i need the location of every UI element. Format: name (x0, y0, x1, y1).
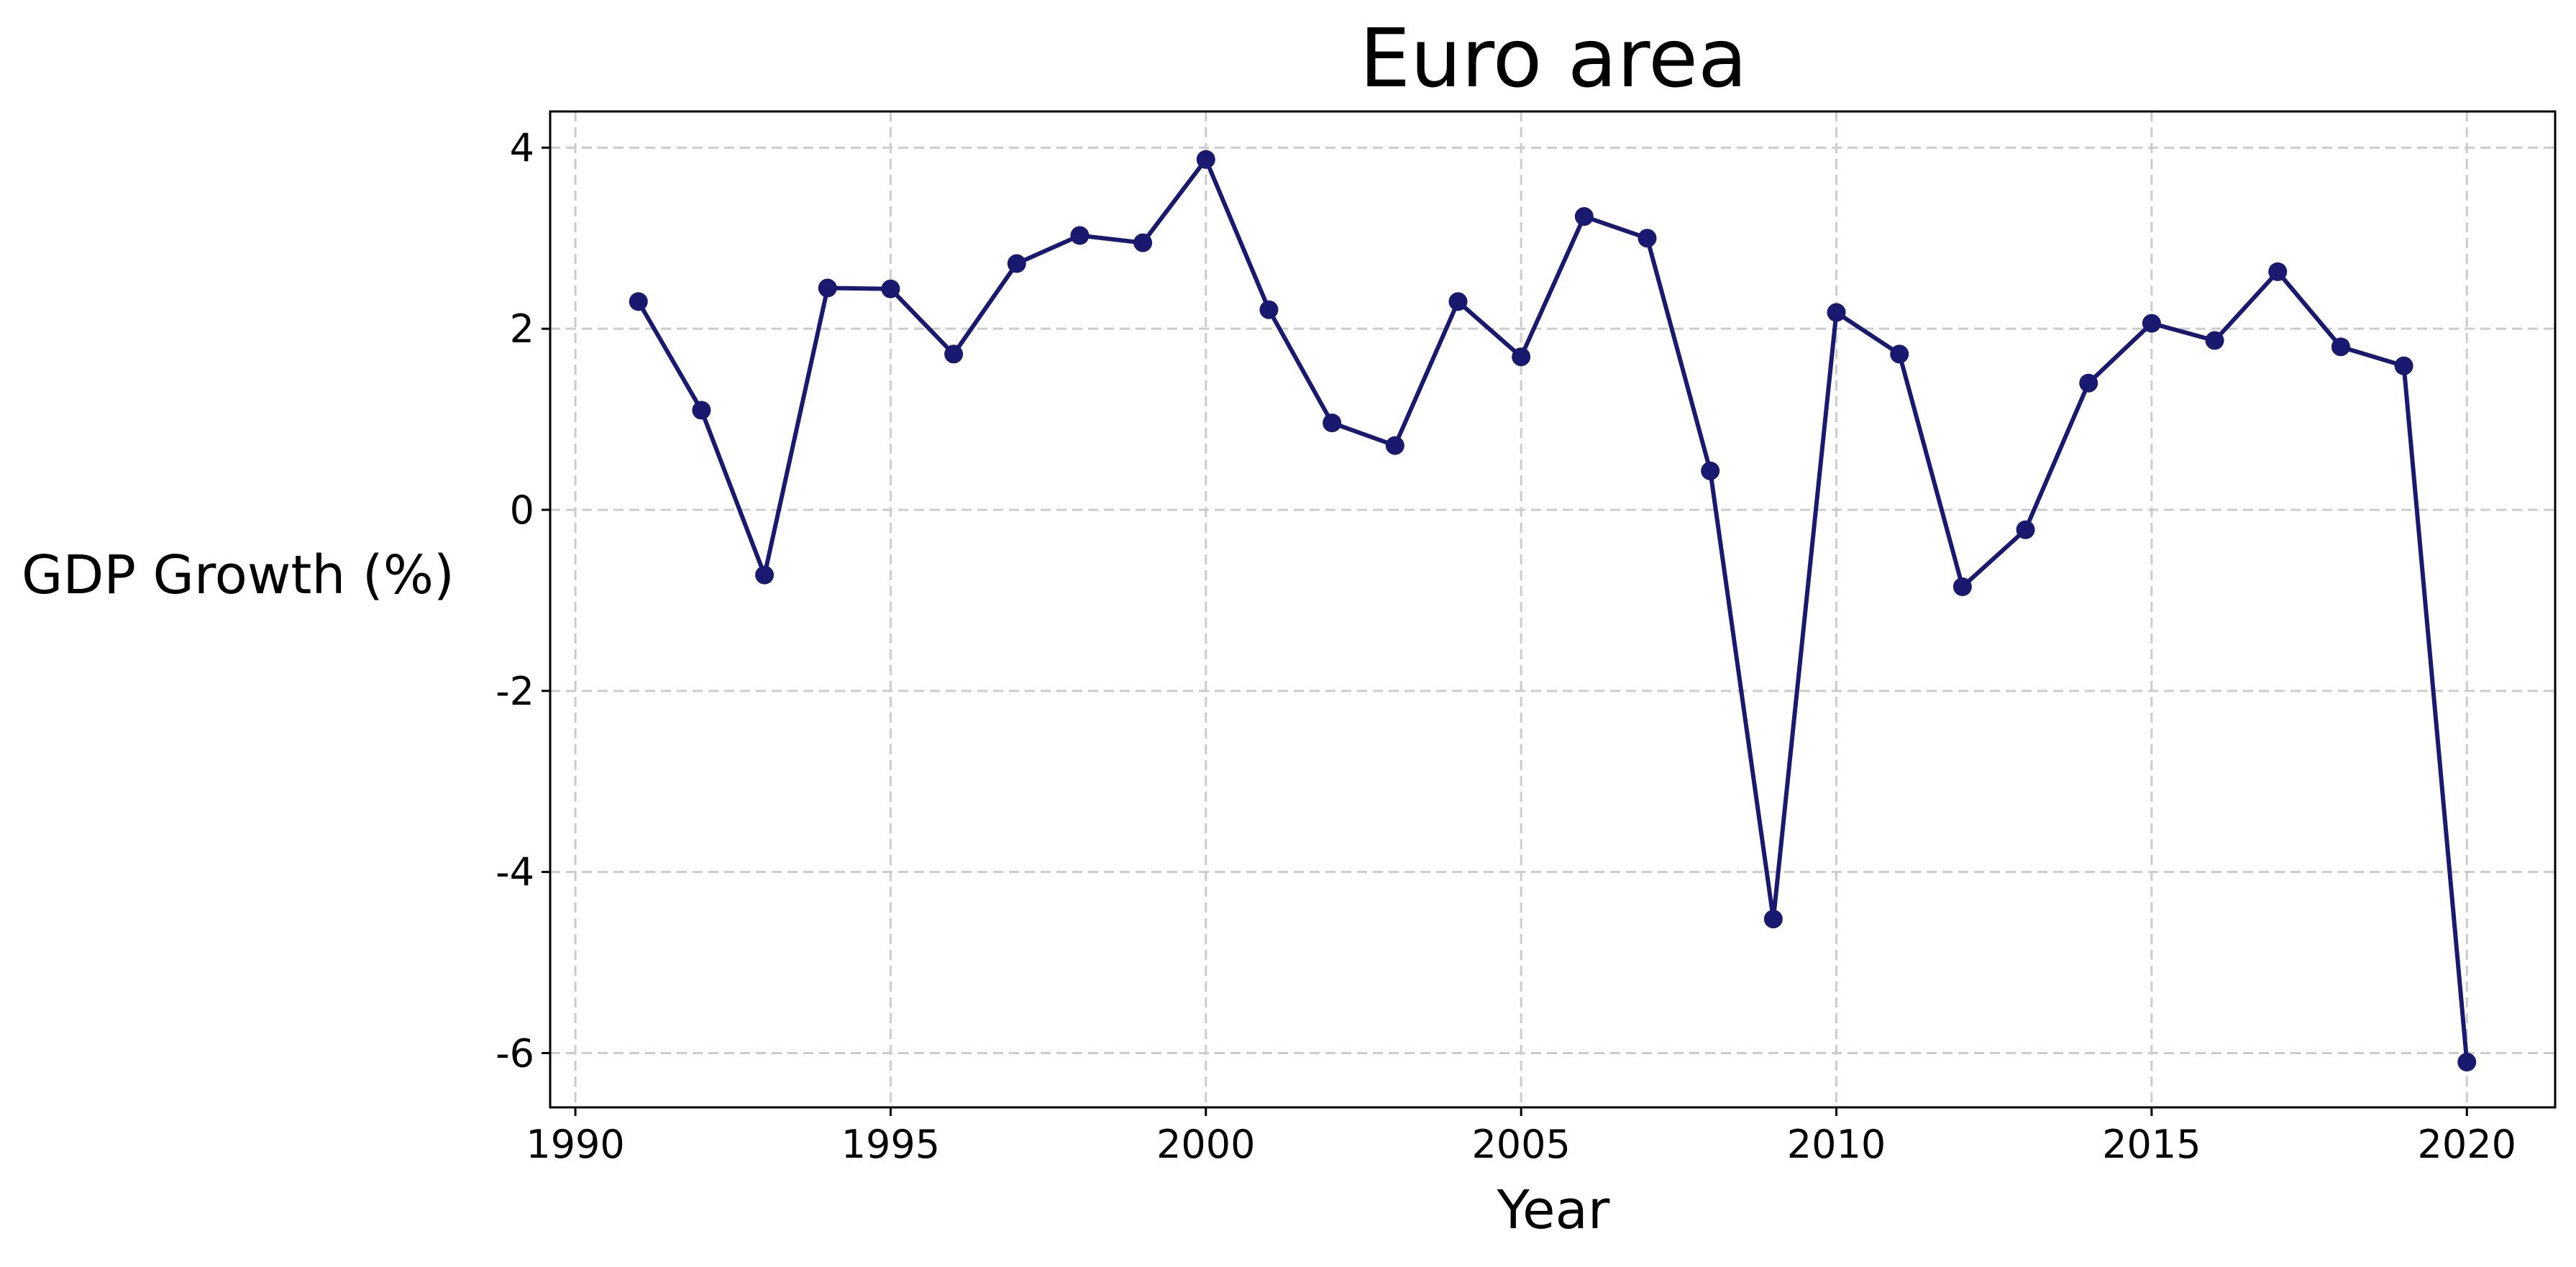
data-point (1385, 436, 1405, 455)
y-tick-label: -6 (495, 1030, 534, 1076)
series (629, 150, 2477, 1072)
data-point (629, 292, 648, 311)
data-point (2268, 262, 2288, 281)
data-point (2394, 356, 2413, 375)
data-point (1133, 233, 1153, 252)
data-point (1638, 229, 1657, 248)
data-point (755, 565, 775, 585)
data-point (818, 278, 837, 298)
y-tick-label: 4 (510, 125, 534, 170)
x-tick-label: 1990 (526, 1122, 624, 1167)
chart-title: Euro area (1359, 12, 1747, 106)
data-point (1259, 300, 1279, 319)
x-tick-label: 2020 (2418, 1122, 2516, 1167)
data-point (1952, 577, 1972, 597)
grid (550, 111, 2555, 1107)
data-point (2079, 373, 2098, 393)
x-tick-label: 2005 (1471, 1122, 1570, 1167)
data-point (881, 279, 900, 298)
x-tick-label: 2000 (1156, 1122, 1255, 1167)
data-point (1574, 207, 1594, 227)
data-point (944, 344, 964, 364)
data-point (692, 401, 711, 420)
data-point (1512, 347, 1531, 367)
data-point (2457, 1053, 2477, 1072)
x-tick-label: 2010 (1787, 1122, 1886, 1167)
data-point (2142, 314, 2161, 333)
x-tick-label: 1995 (841, 1122, 940, 1167)
y-tick-label: -2 (495, 669, 534, 714)
data-point (1827, 303, 1846, 322)
y-tick-label: -4 (495, 850, 534, 895)
data-point (2331, 337, 2350, 357)
data-point (1323, 413, 1342, 433)
data-point (1196, 150, 1215, 169)
data-point (2016, 520, 2035, 539)
data-point (1448, 292, 1468, 311)
y-tick-label: 2 (510, 306, 534, 352)
data-point (1007, 254, 1026, 273)
plot-frame (549, 110, 2557, 1109)
x-tick-label: 2015 (2102, 1122, 2201, 1167)
data-point (1070, 226, 1090, 245)
series-line (636, 157, 2470, 1064)
data-point (2205, 331, 2224, 350)
axis-ticks: 1990 1995 2000 2005 2010 2015 2020 -6 -4 -2 0 2 4 (495, 125, 2516, 1167)
data-point (1701, 461, 1720, 480)
y-axis-label: GDP Growth (%) (22, 544, 455, 606)
x-axis-label: Year (1497, 1179, 1610, 1241)
y-tick-label: 0 (510, 488, 534, 533)
data-point (1763, 910, 1783, 929)
data-point (1890, 344, 1909, 364)
